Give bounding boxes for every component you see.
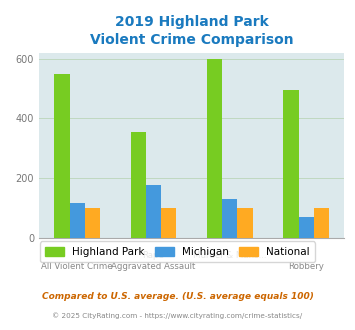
Text: © 2025 CityRating.com - https://www.cityrating.com/crime-statistics/: © 2025 CityRating.com - https://www.city… — [53, 312, 302, 318]
Text: Murder & Mans...: Murder & Mans... — [193, 250, 267, 259]
Text: Robbery: Robbery — [288, 262, 324, 271]
Text: Rape: Rape — [143, 250, 164, 259]
Bar — [70, 203, 85, 238]
Bar — [161, 208, 176, 238]
Bar — [131, 132, 146, 238]
Bar — [54, 74, 70, 238]
Bar — [85, 208, 100, 238]
Text: Compared to U.S. average. (U.S. average equals 100): Compared to U.S. average. (U.S. average … — [42, 292, 313, 301]
Bar — [146, 185, 161, 238]
Title: 2019 Highland Park
Violent Crime Comparison: 2019 Highland Park Violent Crime Compari… — [90, 15, 294, 48]
Text: Aggravated Assault: Aggravated Assault — [111, 262, 196, 271]
Bar — [207, 59, 222, 238]
Text: All Violent Crime: All Violent Crime — [42, 262, 113, 271]
Bar — [314, 208, 329, 238]
Bar — [283, 90, 299, 238]
Bar — [299, 217, 314, 238]
Legend: Highland Park, Michigan, National: Highland Park, Michigan, National — [40, 242, 315, 262]
Bar — [222, 199, 237, 238]
Bar — [237, 208, 253, 238]
